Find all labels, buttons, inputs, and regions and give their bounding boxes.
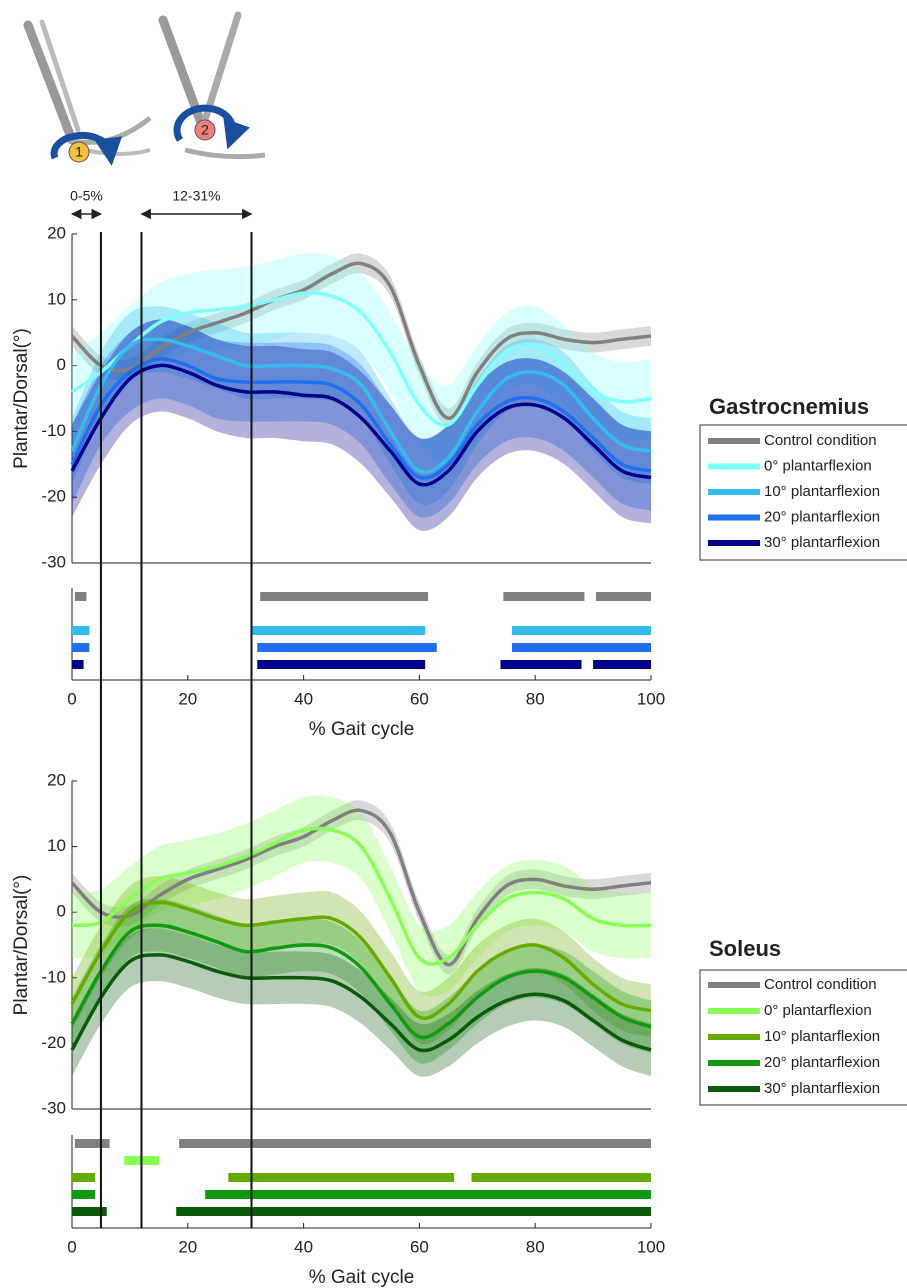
significance-bar — [512, 626, 651, 635]
significance-bar — [260, 592, 429, 601]
y-tick-label: 10 — [47, 836, 66, 855]
legend-label: Control condition — [764, 432, 877, 449]
legend-label: 0° plantarflexion — [764, 457, 872, 474]
legend-label: 10° plantarflexion — [764, 483, 880, 500]
x-tick-label: 60 — [410, 1237, 429, 1256]
significance-bar — [228, 1173, 455, 1182]
mean-line — [71, 826, 652, 966]
legend-label: 10° plantarflexion — [764, 1028, 880, 1045]
x-tick-label: 100 — [637, 689, 665, 708]
x-tick-label: 40 — [294, 1237, 313, 1256]
legend-box — [699, 424, 907, 561]
significance-bar — [74, 592, 87, 601]
x-tick-label: 60 — [410, 689, 429, 708]
legend-label: 20° plantarflexion — [764, 508, 880, 525]
y-tick-label: -30 — [41, 552, 66, 571]
sd-band — [72, 253, 651, 465]
y-tick-label: -20 — [41, 1033, 66, 1052]
legend-box — [699, 969, 907, 1106]
y-tick-label: 0 — [57, 902, 66, 921]
x-tick-label: 80 — [526, 1237, 545, 1256]
y-tick-label: -10 — [41, 421, 66, 440]
significance-bar — [251, 626, 426, 635]
mean-line — [70, 923, 652, 1040]
x-tick-label: 0 — [67, 689, 76, 708]
legend-label: 30° plantarflexion — [764, 1080, 880, 1097]
x-tick-label: 100 — [637, 1237, 665, 1256]
significance-bar — [72, 1190, 96, 1199]
y-tick-label: -10 — [41, 967, 66, 986]
significance-bar — [72, 643, 90, 652]
legend-label: 0° plantarflexion — [764, 1002, 872, 1019]
significance-bar — [205, 1190, 652, 1199]
y-axis-label: Plantar/Dorsal(°) — [11, 875, 32, 1016]
phase-label: 12-31% — [172, 188, 220, 204]
significance-bar — [179, 1139, 652, 1148]
y-axis-label: Plantar/Dorsal(°) — [11, 328, 32, 469]
mean-line — [70, 953, 652, 1053]
mean-line — [70, 261, 652, 420]
significance-bar — [72, 1173, 96, 1182]
x-tick-label: 0 — [67, 1237, 76, 1256]
significance-bar — [512, 643, 651, 652]
legend-label: Control condition — [764, 976, 877, 993]
significance-bar — [74, 1139, 110, 1148]
mean-line — [70, 363, 652, 487]
y-tick-label: 10 — [47, 289, 66, 308]
legend-title: Soleus — [709, 936, 781, 961]
sd-band — [72, 319, 651, 531]
y-tick-label: -20 — [41, 487, 66, 506]
x-tick-label: 20 — [178, 689, 197, 708]
significance-bar — [471, 1173, 651, 1182]
sd-band — [72, 795, 651, 997]
x-tick-label: 40 — [294, 689, 313, 708]
significance-bar — [593, 660, 651, 669]
significance-bar — [72, 1207, 107, 1216]
mean-line — [70, 808, 652, 967]
x-axis-label: % Gait cycle — [309, 719, 415, 740]
significance-bar — [72, 626, 90, 635]
y-tick-label: 0 — [57, 355, 66, 374]
legend-title: Gastrocnemius — [709, 394, 869, 419]
bone-sketch-2: 2 — [158, 11, 266, 160]
illustration-label: 1 — [75, 144, 83, 160]
significance-bar — [176, 1207, 651, 1216]
sd-band — [72, 253, 651, 429]
illustration-label: 2 — [201, 122, 209, 138]
significance-bar — [257, 643, 437, 652]
mean-line — [70, 337, 652, 474]
legend-label: 30° plantarflexion — [764, 534, 880, 551]
sd-band — [72, 800, 651, 975]
significance-bar — [257, 660, 426, 669]
legend-label: 20° plantarflexion — [764, 1054, 880, 1071]
y-tick-label: 20 — [47, 223, 66, 242]
mean-line — [71, 291, 652, 428]
sd-band — [72, 928, 651, 1077]
y-tick-label: -30 — [41, 1098, 66, 1117]
phase-label: 0-5% — [70, 188, 103, 204]
x-tick-label: 20 — [178, 1237, 197, 1256]
mean-line — [70, 357, 652, 480]
bone-sketch-1: 1 — [23, 19, 152, 166]
y-tick-label: 20 — [47, 770, 66, 789]
significance-bar — [595, 592, 651, 601]
significance-bar — [72, 660, 84, 669]
x-axis-label: % Gait cycle — [309, 1267, 415, 1288]
significance-bar — [503, 592, 585, 601]
x-tick-label: 80 — [526, 689, 545, 708]
significance-bar — [500, 660, 582, 669]
mean-line — [70, 900, 652, 1020]
illustration: 1 2 — [23, 11, 266, 166]
